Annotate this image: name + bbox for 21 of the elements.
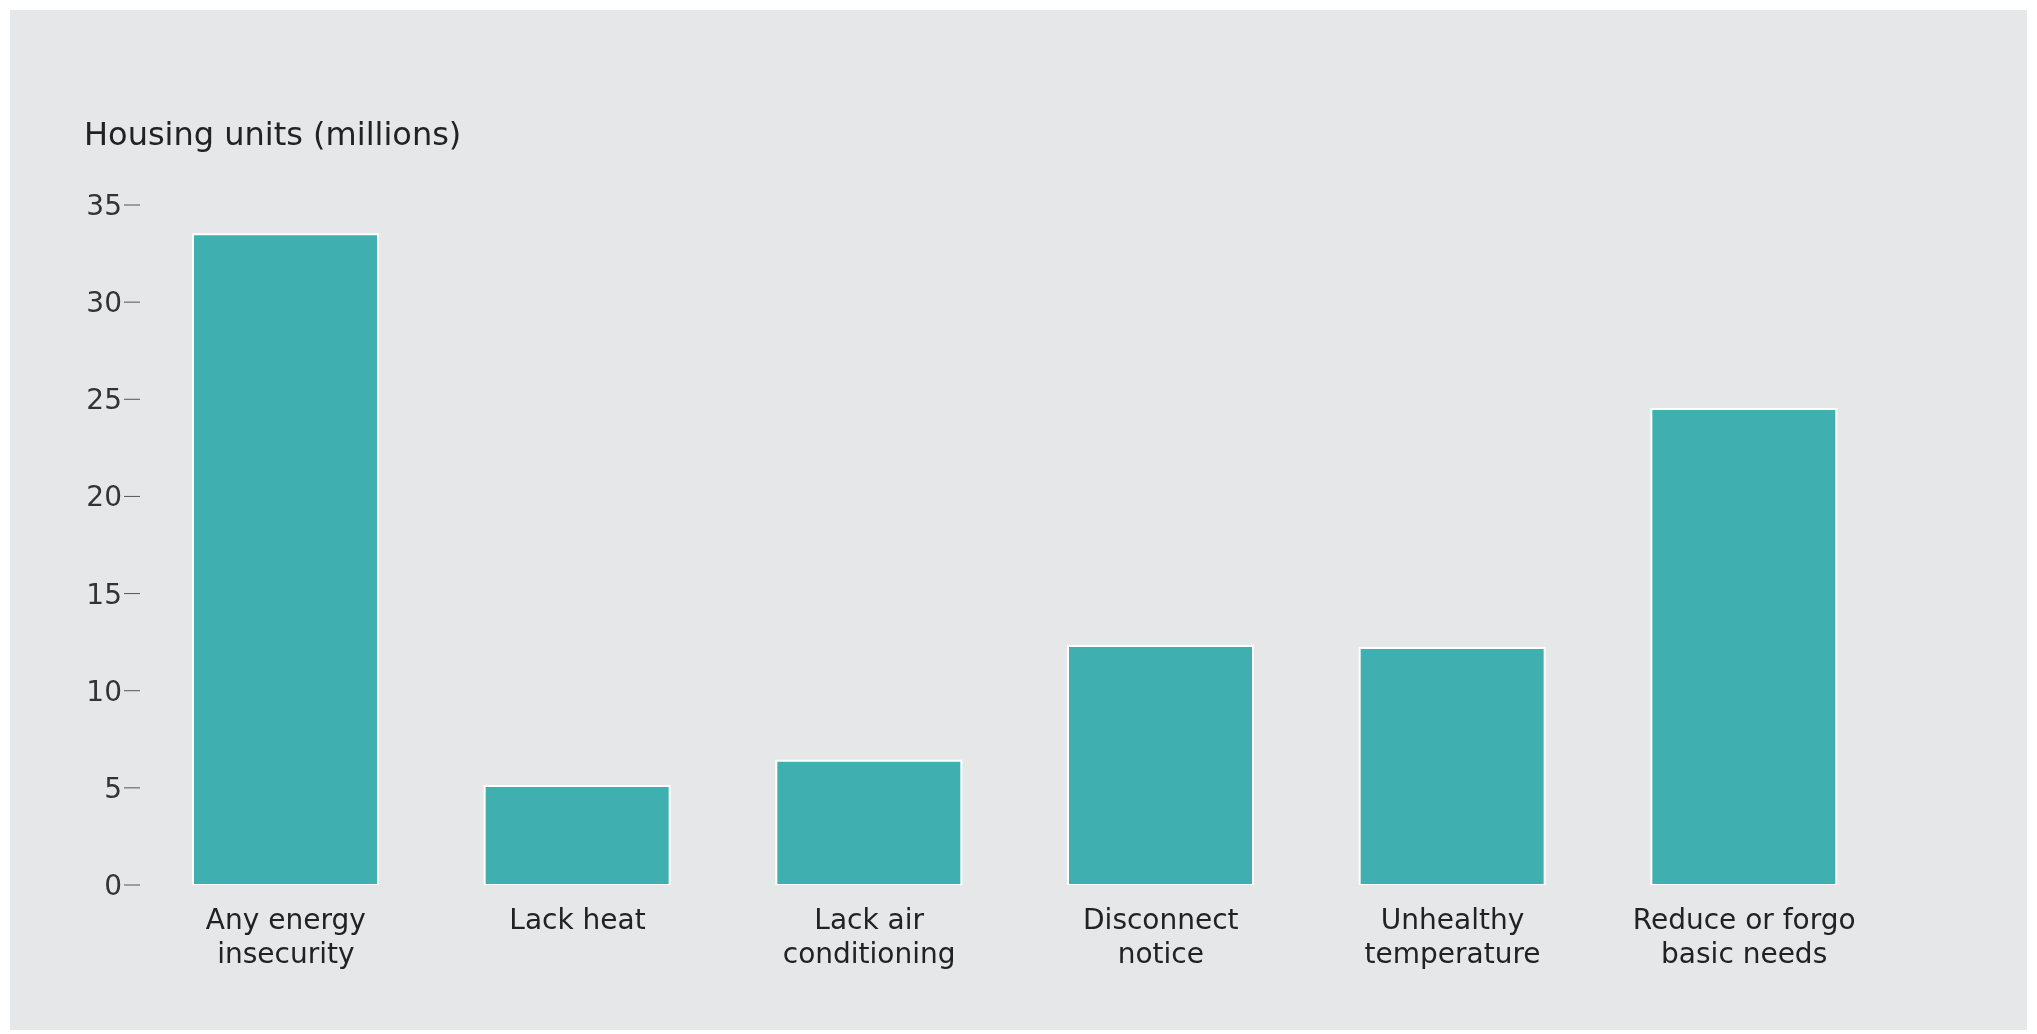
y-axis-title: Housing units (millions) bbox=[84, 115, 462, 153]
x-tick-label: Unhealthy temperature bbox=[1364, 903, 1541, 970]
y-tick-label: 30 bbox=[86, 286, 122, 320]
bar bbox=[1358, 646, 1546, 885]
bar bbox=[1067, 645, 1254, 885]
y-tick-label: 10 bbox=[86, 674, 122, 708]
x-tick-label: Reduce or forgo basic needs bbox=[1632, 903, 1856, 970]
y-tick-label: 5 bbox=[104, 771, 122, 805]
bar bbox=[1650, 408, 1838, 885]
x-tick-label: Lack air conditioning bbox=[782, 903, 956, 970]
x-tick-label: Any energy insecurity bbox=[205, 903, 366, 970]
bar bbox=[192, 233, 379, 885]
bar bbox=[775, 759, 963, 885]
y-tick-label: 25 bbox=[86, 383, 122, 417]
y-tick-label: 20 bbox=[86, 480, 122, 514]
bar bbox=[483, 784, 671, 885]
x-tick-label: Lack heat bbox=[509, 903, 646, 936]
y-tick-label: 0 bbox=[104, 868, 122, 902]
y-tick-label: 35 bbox=[86, 188, 122, 222]
y-tick-label: 15 bbox=[86, 577, 122, 611]
x-tick-label: Disconnect notice bbox=[1083, 903, 1239, 970]
